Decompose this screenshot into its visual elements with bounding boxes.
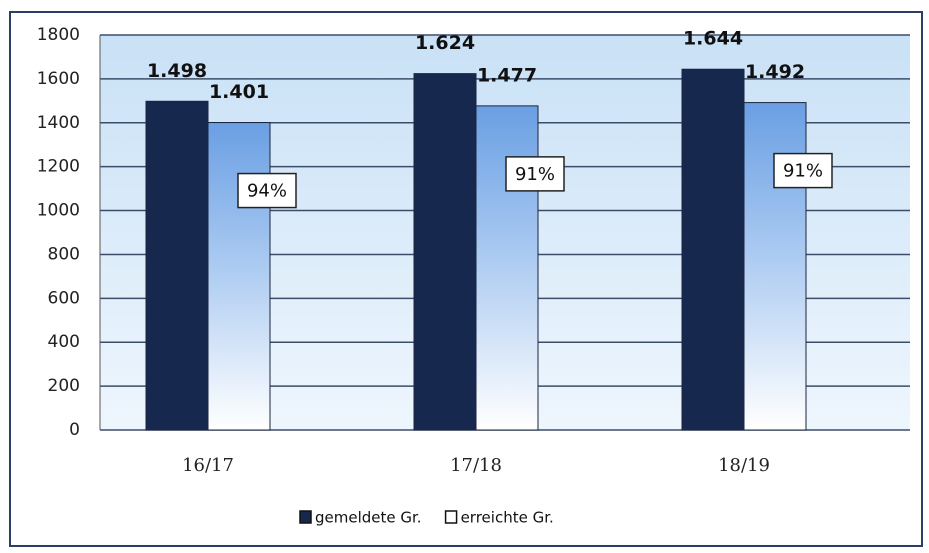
- annotation-box: [773, 152, 833, 189]
- annotation-box: [237, 172, 297, 209]
- annotation-box: [505, 156, 565, 192]
- annotation: 91%: [515, 164, 555, 185]
- y-tick-label: 200: [48, 376, 80, 396]
- legend-swatch: [299, 510, 312, 524]
- y-tick-label: 1800: [37, 25, 80, 45]
- bar: [681, 68, 745, 431]
- y-tick-label: 1600: [37, 69, 80, 89]
- bar: [413, 73, 477, 431]
- value-label: 1.498: [147, 60, 207, 82]
- legend-label: erreichte Gr.: [461, 509, 554, 527]
- value-label: 1.624: [415, 32, 475, 54]
- y-tick-label: 800: [48, 244, 80, 264]
- value-label: 1.477: [477, 64, 537, 86]
- x-tick-label: 16/17: [182, 455, 234, 476]
- y-tick-label: 1200: [37, 157, 80, 177]
- bar: [743, 102, 807, 431]
- bar: [207, 122, 271, 431]
- y-tick-label: 400: [48, 332, 80, 352]
- value-label: 1.401: [209, 81, 269, 103]
- y-tick-label: 600: [48, 288, 80, 308]
- value-label: 1.492: [745, 61, 805, 83]
- legend-label: gemeldete Gr.: [315, 509, 422, 527]
- bar: [145, 100, 209, 431]
- x-tick-label: 18/19: [718, 455, 770, 476]
- bar: [475, 105, 539, 431]
- value-label: 1.644: [683, 28, 743, 50]
- y-tick-label: 0: [69, 420, 80, 440]
- annotation: 94%: [247, 181, 287, 202]
- x-tick-label: 17/18: [450, 455, 502, 476]
- legend-swatch: [444, 510, 458, 524]
- annotation: 91%: [783, 161, 823, 182]
- y-tick-label: 1000: [37, 201, 80, 221]
- y-tick-label: 1400: [37, 113, 80, 133]
